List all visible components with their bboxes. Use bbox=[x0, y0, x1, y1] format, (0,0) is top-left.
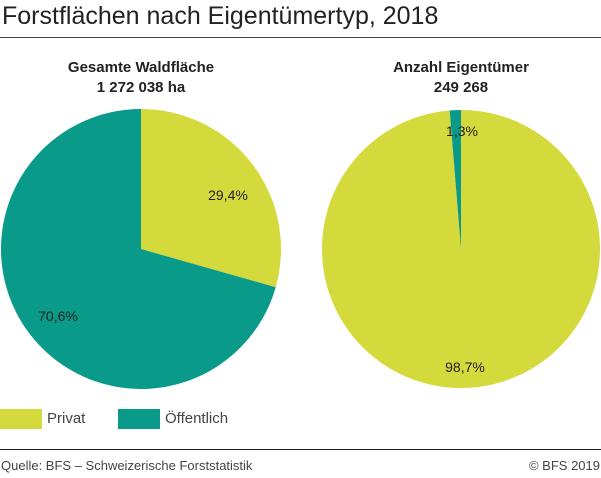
pie2-label-privat: 98,7% bbox=[445, 359, 485, 375]
pie1-label-privat: 29,4% bbox=[208, 187, 248, 203]
legend-swatch-privat bbox=[0, 409, 42, 429]
pie2-slice-privat bbox=[321, 110, 600, 389]
pie2-slice-oeffentlich bbox=[449, 110, 461, 249]
pie1-slice-privat bbox=[141, 109, 281, 288]
legend-swatch-oeffentlich bbox=[118, 409, 160, 429]
pie2-label-oeffentlich: 1,3% bbox=[446, 123, 478, 139]
legend-label-oeffentlich: Öffentlich bbox=[165, 410, 229, 427]
pie1-label-oeffentlich: 70,6% bbox=[38, 308, 78, 324]
footer-divider bbox=[0, 449, 601, 450]
legend-label-privat: Privat bbox=[47, 410, 86, 427]
pie1-title: Gesamte Waldfläche 1 272 038 ha bbox=[67, 59, 215, 96]
copyright: © BFS 2019 bbox=[528, 458, 600, 473]
source-note: Quelle: BFS – Schweizerische Forststatis… bbox=[1, 458, 253, 473]
pie2-title: Anzahl Eigentümer 249 268 bbox=[393, 59, 529, 96]
title-divider bbox=[0, 37, 601, 38]
pie1-slice-oeffentlich bbox=[0, 109, 276, 389]
chart-title: Forstflächen nach Eigentümertyp, 2018 bbox=[2, 2, 439, 30]
